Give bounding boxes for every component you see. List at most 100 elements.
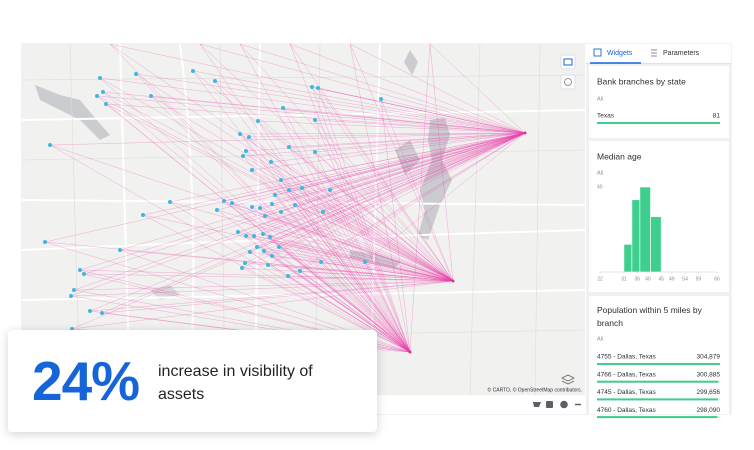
tab-widgets[interactable]: Widgets — [607, 50, 633, 57]
branch-point — [250, 205, 254, 209]
branch-point — [236, 230, 240, 234]
flow-line — [314, 119, 526, 134]
flow-line — [280, 132, 526, 213]
flow-line — [289, 44, 454, 282]
branch-point — [215, 208, 219, 212]
flow-line — [71, 280, 454, 330]
flow-line — [278, 132, 526, 248]
flow-line — [271, 132, 526, 257]
branch-point — [213, 79, 217, 83]
flow-line — [44, 241, 454, 282]
flow-line — [262, 233, 454, 282]
tab-parameters[interactable]: Parameters — [663, 50, 700, 57]
flow-line — [150, 95, 526, 134]
facebook-icon[interactable] — [560, 400, 568, 409]
x-tick-label: 45 — [658, 276, 664, 282]
branch-point — [313, 118, 317, 122]
branch-point — [247, 135, 251, 139]
flow-line — [248, 136, 454, 282]
flow-line — [109, 44, 454, 282]
hub-point — [451, 279, 455, 283]
branch-point — [300, 186, 304, 190]
flow-line — [245, 150, 411, 353]
bar — [597, 380, 719, 383]
layers-button[interactable] — [561, 374, 575, 385]
flow-line — [89, 280, 454, 312]
y-tick-label: 40 — [597, 184, 603, 190]
flow-line — [274, 194, 411, 353]
flow-line — [380, 98, 526, 134]
flow-line — [317, 87, 411, 353]
flow-line — [263, 250, 454, 282]
flow-line — [239, 133, 411, 353]
flow-line — [99, 77, 454, 282]
branch-point — [270, 254, 274, 258]
flow-line — [99, 77, 411, 353]
flow-line — [251, 169, 454, 282]
widget-title: Median age — [597, 151, 642, 161]
linkedin-icon[interactable] — [546, 401, 553, 408]
flow-line — [239, 44, 526, 134]
flow-line — [294, 132, 526, 206]
branch-point — [101, 90, 105, 94]
flow-line — [119, 132, 526, 251]
flow-line — [314, 151, 411, 353]
flow-line — [364, 261, 454, 282]
flow-line — [96, 95, 454, 282]
widget-title: Population within 5 miles by branch — [597, 305, 702, 328]
flow-line — [311, 86, 526, 134]
flow-line — [278, 246, 454, 282]
widget-filter: All — [597, 170, 603, 176]
widget-filter: All — [597, 96, 603, 102]
flow-line — [280, 211, 454, 282]
flow-line — [105, 103, 454, 282]
branch-point — [363, 260, 367, 264]
flow-line — [322, 132, 526, 213]
flow-line — [96, 95, 526, 134]
branch-point — [261, 232, 265, 236]
flow-line — [101, 280, 454, 314]
flow-line — [199, 44, 526, 134]
flow-line — [269, 236, 454, 282]
info-button[interactable] — [560, 74, 576, 90]
flow-line — [322, 211, 411, 353]
flow-line — [49, 144, 454, 282]
flow-line — [288, 132, 526, 148]
x-tick-label: 31 — [621, 276, 627, 282]
flow-line — [102, 91, 411, 353]
flow-line — [264, 132, 526, 217]
flow-line — [287, 275, 411, 353]
flow-line — [150, 95, 411, 353]
flow-line — [231, 202, 411, 353]
branch-point — [281, 106, 285, 110]
attribution: © CARTO, © OpenStreetMap contributors. — [488, 386, 582, 393]
flow-line — [320, 132, 526, 263]
flow-line — [223, 200, 411, 353]
flow-line — [169, 132, 526, 203]
flow-line — [73, 132, 526, 291]
branch-point — [168, 200, 172, 204]
branch-point — [134, 72, 138, 76]
flow-line — [49, 144, 411, 353]
flow-line — [299, 270, 411, 353]
flow-line — [299, 132, 526, 272]
flow-line — [109, 44, 411, 353]
branch-point — [48, 143, 52, 147]
flow-line — [251, 206, 411, 353]
flow-line — [253, 235, 411, 353]
branch-point — [328, 188, 332, 192]
flow-line — [257, 120, 526, 134]
callout-value: 24% — [32, 350, 140, 412]
branch-point — [95, 94, 99, 98]
flow-line — [364, 261, 411, 353]
twitter-icon[interactable] — [533, 402, 541, 407]
flow-line — [73, 280, 454, 291]
branch-point — [149, 94, 153, 98]
flow-line — [267, 264, 454, 282]
x-tick-label: 54 — [682, 276, 688, 282]
flow-line — [101, 132, 526, 314]
map-control[interactable] — [560, 54, 576, 70]
flow-line — [89, 132, 526, 312]
branch-point — [286, 274, 290, 278]
